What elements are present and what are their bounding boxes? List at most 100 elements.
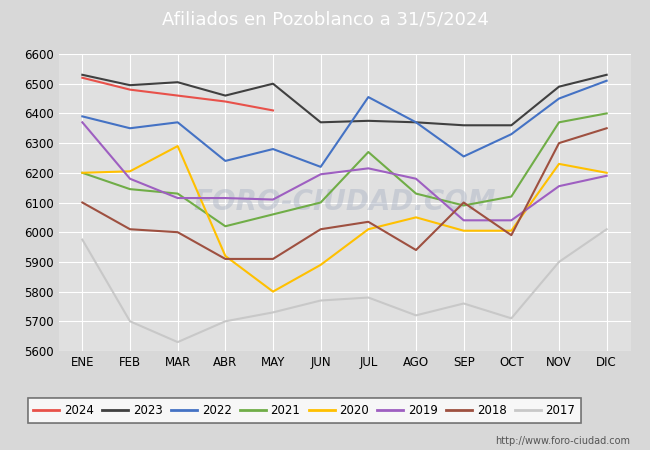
2024	[269, 108, 277, 113]
Line: 2020: 2020	[83, 146, 606, 292]
2024	[79, 75, 86, 81]
Legend: 2024, 2023, 2022, 2021, 2020, 2019, 2018, 2017: 2024, 2023, 2022, 2021, 2020, 2019, 2018…	[27, 399, 581, 423]
2017	[269, 310, 277, 315]
2019	[79, 120, 86, 125]
2021	[269, 212, 277, 217]
2019	[269, 197, 277, 202]
2017	[555, 259, 563, 265]
2018	[603, 126, 610, 131]
2019	[603, 173, 610, 179]
2017	[460, 301, 467, 306]
2017	[126, 319, 134, 324]
2020	[365, 226, 372, 232]
2018	[365, 219, 372, 225]
2022	[174, 120, 181, 125]
2020	[555, 161, 563, 166]
2023	[79, 72, 86, 77]
2018	[222, 256, 229, 261]
2021	[174, 191, 181, 196]
2018	[460, 200, 467, 205]
2024	[222, 99, 229, 104]
2019	[222, 195, 229, 201]
Text: Afiliados en Pozoblanco a 31/5/2024: Afiliados en Pozoblanco a 31/5/2024	[162, 10, 488, 28]
2017	[603, 226, 610, 232]
2022	[460, 154, 467, 159]
2021	[317, 200, 324, 205]
2020	[412, 215, 420, 220]
2021	[555, 120, 563, 125]
2020	[317, 262, 324, 268]
2018	[174, 230, 181, 235]
Line: 2019: 2019	[83, 122, 606, 220]
2021	[603, 111, 610, 116]
2021	[79, 170, 86, 176]
Text: http://www.foro-ciudad.com: http://www.foro-ciudad.com	[495, 436, 630, 446]
2023	[412, 120, 420, 125]
Line: 2024: 2024	[83, 78, 273, 110]
Line: 2021: 2021	[83, 113, 606, 226]
2017	[174, 339, 181, 345]
2023	[603, 72, 610, 77]
2022	[222, 158, 229, 164]
2023	[269, 81, 277, 86]
2017	[412, 313, 420, 318]
2021	[508, 194, 515, 199]
2017	[79, 237, 86, 243]
2022	[412, 120, 420, 125]
2022	[79, 114, 86, 119]
2023	[555, 84, 563, 90]
2019	[126, 176, 134, 181]
2024	[126, 87, 134, 92]
2018	[412, 248, 420, 253]
Line: 2017: 2017	[83, 229, 606, 342]
2018	[508, 233, 515, 238]
2018	[126, 226, 134, 232]
2018	[79, 200, 86, 205]
2022	[555, 96, 563, 101]
2019	[174, 195, 181, 201]
2020	[222, 253, 229, 259]
2023	[317, 120, 324, 125]
2022	[269, 146, 277, 152]
2020	[126, 169, 134, 174]
Text: FORO-CIUDAD.COM: FORO-CIUDAD.COM	[193, 189, 496, 216]
2023	[222, 93, 229, 98]
2019	[555, 184, 563, 189]
2021	[222, 224, 229, 229]
2023	[174, 80, 181, 85]
2020	[269, 289, 277, 294]
2022	[365, 94, 372, 100]
2022	[317, 164, 324, 170]
2023	[460, 122, 467, 128]
2017	[222, 319, 229, 324]
Line: 2018: 2018	[83, 128, 606, 259]
2023	[365, 118, 372, 124]
2018	[555, 140, 563, 146]
2017	[508, 315, 515, 321]
Line: 2023: 2023	[83, 75, 606, 125]
2023	[508, 122, 515, 128]
2021	[365, 149, 372, 155]
2022	[126, 126, 134, 131]
2020	[460, 228, 467, 234]
2020	[508, 228, 515, 234]
2018	[269, 256, 277, 261]
2020	[174, 144, 181, 149]
Line: 2022: 2022	[83, 81, 606, 167]
2019	[508, 218, 515, 223]
2017	[365, 295, 372, 300]
2021	[412, 191, 420, 196]
2023	[126, 82, 134, 88]
2022	[603, 78, 610, 83]
2018	[317, 226, 324, 232]
2024	[174, 93, 181, 98]
2022	[508, 131, 515, 137]
2020	[603, 170, 610, 176]
2017	[317, 298, 324, 303]
2019	[412, 176, 420, 181]
2019	[317, 171, 324, 177]
2021	[126, 186, 134, 192]
2020	[79, 170, 86, 176]
2019	[460, 218, 467, 223]
2019	[365, 166, 372, 171]
